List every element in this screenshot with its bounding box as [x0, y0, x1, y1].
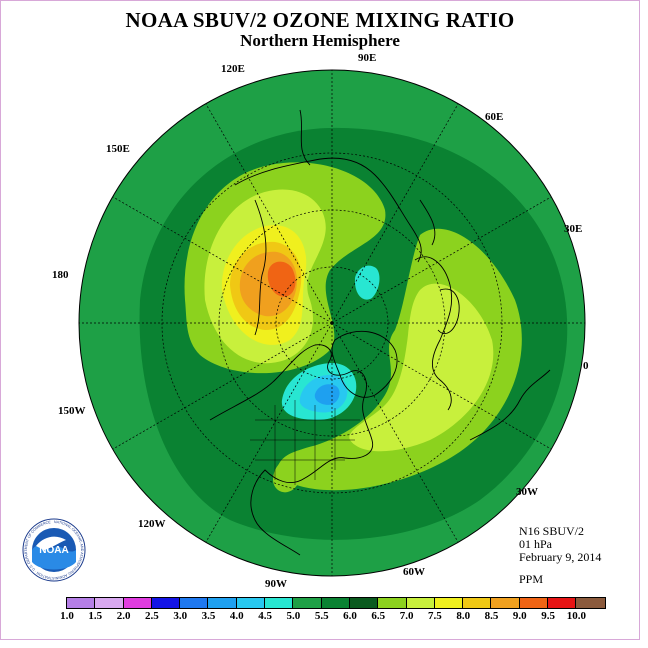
colorbar-segment [321, 598, 350, 608]
colorbar-ticks: 1.0 1.5 2.0 2.5 3.0 3.5 4.0 4.5 5.0 5.5 6.0 6.5 7.0 7… [0, 610, 640, 624]
colorbar-segment [548, 598, 577, 608]
colorbar-tick-label: 4.0 [229, 610, 244, 622]
colorbar-segment [67, 598, 96, 608]
colorbar-segment [349, 598, 379, 608]
colorbar-tick-label: 8.0 [456, 610, 471, 622]
colorbar [66, 597, 606, 609]
colorbar-tick-label: 7.5 [428, 610, 442, 622]
page-title: NOAA SBUV/2 OZONE MIXING RATIO [125, 8, 515, 32]
coastlines [209, 109, 551, 556]
colorbar-tick-label: 6.5 [371, 610, 386, 622]
colorbar-segment [265, 598, 294, 608]
field-yg-right [349, 283, 494, 452]
instrument-label: N16 SBUV/2 [519, 524, 585, 538]
colorbar-tick-label: 9.0 [512, 610, 527, 622]
lon-label-120w: 120W [138, 518, 166, 530]
lon-label-30e: 30E [564, 223, 583, 235]
lon-label-60w: 60W [403, 566, 425, 578]
colorbar-segment [293, 598, 322, 608]
colorbar-segment [519, 598, 549, 608]
page-subtitle: Northern Hemisphere [240, 31, 400, 50]
lon-label-60e: 60E [485, 111, 504, 123]
colorbar-segment [406, 598, 435, 608]
colorbar-segment [491, 598, 520, 608]
colorbar-tick-label: 8.5 [484, 610, 499, 622]
colorbar-segment [123, 598, 152, 608]
noaa-logo-text: NOAA [39, 545, 68, 556]
lon-label-90w: 90W [265, 578, 287, 590]
globe-outline [78, 69, 586, 577]
ozone-field [79, 70, 585, 576]
colorbar-tick-label: 2.5 [145, 610, 159, 622]
colorbar-segment [576, 598, 605, 608]
date-label: February 9, 2014 [519, 550, 602, 564]
colorbar-segment [236, 598, 266, 608]
colorbar-tick-label: 2.0 [116, 610, 131, 622]
colorbar-segment [434, 598, 464, 608]
colorbar-segment [208, 598, 237, 608]
colorbar-segment [378, 598, 407, 608]
colorbar-tick-label: 1.0 [60, 610, 74, 622]
colorbar-segment [95, 598, 124, 608]
colorbar-tick-label: 5.0 [286, 610, 301, 622]
field-blue-low [314, 384, 340, 405]
colorbar-tick-label: 10.0 [566, 610, 587, 622]
lon-label-90e: 90E [358, 52, 377, 64]
lon-label-0: 0 [583, 360, 589, 372]
colorbar-tick-label: 3.5 [201, 610, 216, 622]
colorbar-tick-label: 6.0 [343, 610, 357, 622]
field-lime-south [273, 443, 350, 493]
field-cyan-north [354, 265, 380, 300]
colorbar-segment [180, 598, 209, 608]
level-label: 01 hPa [519, 537, 552, 551]
units-label: PPM [519, 572, 544, 586]
image-frame [0, 0, 640, 640]
colorbar-tick-label: 9.5 [541, 610, 555, 622]
lon-label-150w: 150W [58, 405, 86, 417]
colorbar-tick-label: 4.5 [258, 610, 272, 622]
colorbar-tick-label: 7.0 [399, 610, 414, 622]
colorbar-tick-label: 3.0 [173, 610, 188, 622]
colorbar-tick-label: 1.5 [88, 610, 103, 622]
lon-label-150e: 150E [106, 143, 130, 155]
noaa-logo: NOAA NATIONAL OCEANIC AND ATMOSPHERIC AD… [22, 518, 86, 582]
lon-label-180: 180 [52, 269, 69, 281]
lon-label-120e: 120E [221, 63, 245, 75]
colorbar-segment [151, 598, 181, 608]
lon-label-30w: 30W [516, 486, 538, 498]
colorbar-tick-label: 5.5 [314, 610, 329, 622]
colorbar-segment [463, 598, 492, 608]
